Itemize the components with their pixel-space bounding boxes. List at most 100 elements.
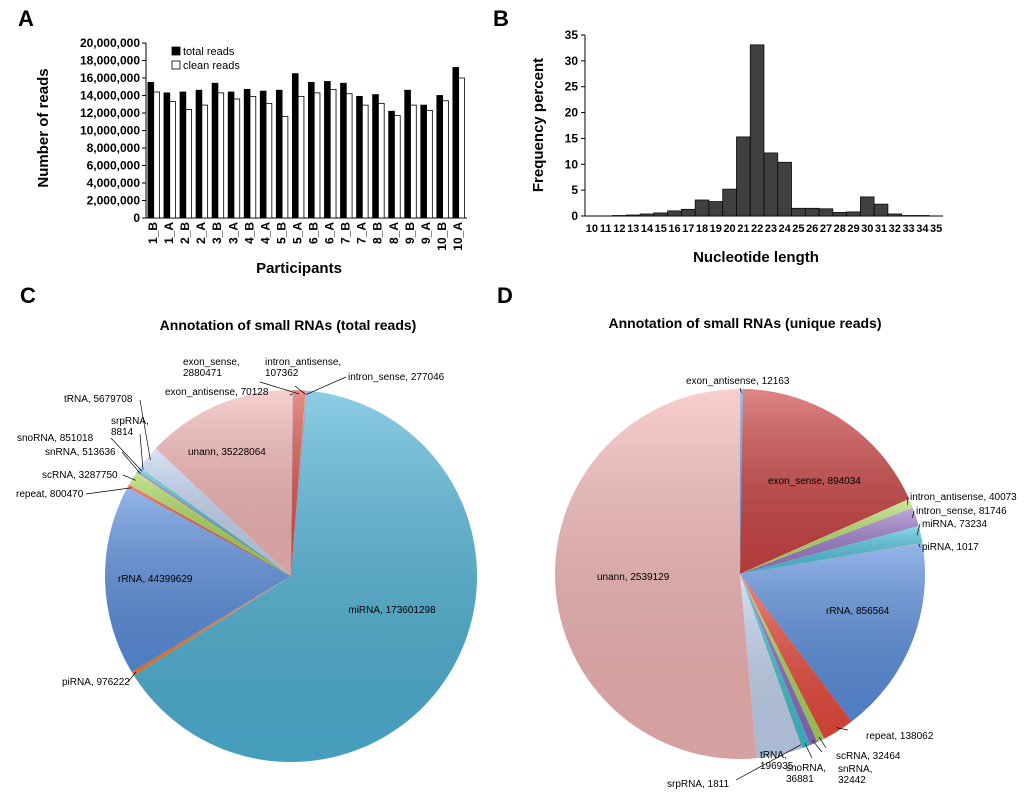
chart-a-xtick-label: 2_A <box>194 222 208 244</box>
chart-b-xtick-label: 32 <box>889 223 901 235</box>
chart-c-slice-shade-intron-antisense <box>291 390 307 576</box>
chart-a-bar-total-reads-8-b <box>372 94 379 219</box>
chart-a-ytick-label: 8,000,000 <box>87 141 141 155</box>
chart-b-bar-31 <box>873 203 889 217</box>
chart-d-slice-shade-intron-antisense <box>740 499 913 574</box>
chart-d-slice-shade-snrna <box>740 574 818 746</box>
chart-b-xtick-label: 25 <box>792 223 804 235</box>
chart-c-label-intron-sense: intron_sense, 277046 <box>348 372 445 383</box>
chart-b-xtick-label: 10 <box>586 223 598 235</box>
chart-a-ytick-label: 10,000,000 <box>80 124 140 138</box>
chart-a-bar-total-reads-9-b <box>404 89 411 219</box>
chart-c-label-intron-antisense: intron_antisense, 107362 <box>265 357 341 379</box>
chart-d-leader-intron-sense <box>912 510 915 518</box>
chart-d-leader-pirna <box>918 543 921 548</box>
chart-a-xtick-label: 3_A <box>226 222 240 244</box>
chart-c-label-rrna: rRNA, 44399629 <box>118 574 193 585</box>
chart-b-bar-24 <box>777 161 792 217</box>
chart-a-legend-swatch-total-reads <box>171 46 181 56</box>
chart-b-xtick-label: 27 <box>820 223 832 235</box>
chart-d-leader-srprna <box>735 744 801 781</box>
chart-a-xtick-label: 8_B <box>371 222 385 244</box>
chart-b-ytick-label: 35 <box>565 28 579 42</box>
chart-d-label-mirna: miRNA, 73234 <box>922 519 987 530</box>
chart-a-bar-clean-reads-1-b <box>153 91 160 219</box>
chart-c-slice-shade-intron-sense <box>291 390 308 576</box>
chart-a-bar-clean-reads-7-a <box>361 104 369 219</box>
chart-d-slice-shade-exon-antisense <box>740 388 743 574</box>
chart-d-slice-shade-trna <box>740 574 802 759</box>
chart-b-xtick-label: 14 <box>641 223 654 235</box>
chart-a-ytick-label: 2,000,000 <box>87 194 141 208</box>
chart-a-ylabel: Number of reads <box>35 68 52 187</box>
chart-a-bar-total-reads-2-b <box>179 91 187 219</box>
chart-d-label-snrna: snRNA, 32442 <box>838 764 872 786</box>
chart-a-bar-total-reads-6-b <box>308 81 315 219</box>
chart-c: Annotation of small RNAs (total reads) m… <box>16 317 478 763</box>
chart-c-label-snorna: snoRNA, 851018 <box>17 433 94 444</box>
chart-b-ytick-label: 5 <box>571 183 578 197</box>
chart-b-bar-20 <box>722 188 737 217</box>
chart-a-bar-total-reads-3-a <box>227 91 235 219</box>
chart-c-leader-trna <box>139 399 151 461</box>
chart-a-bar-clean-reads-2-b <box>185 109 192 219</box>
chart-c-label-scrna: scRNA, 3287750 <box>42 470 118 481</box>
chart-b-xlabel: Nucleotide length <box>693 249 819 266</box>
chart-d-leader-snorna <box>804 743 813 759</box>
chart-d-label-scrna: scRNA, 32464 <box>836 751 901 762</box>
chart-a-bar-clean-reads-7-b <box>345 93 353 219</box>
chart-b-bar-18 <box>694 199 710 217</box>
chart-c-label-mrna: miRNA, 173601298 <box>348 605 436 616</box>
chart-a-bar-clean-reads-8-b <box>378 102 385 219</box>
chart-b-xtick-label: 19 <box>710 223 722 235</box>
panel-letter-a: A <box>18 6 34 31</box>
chart-a-bar-clean-reads-1-a <box>169 101 176 219</box>
chart-c-leader-repeat <box>85 487 132 495</box>
chart-d-slice-shade-unann <box>555 389 757 759</box>
chart-c-leader-exon-sense <box>259 381 300 395</box>
chart-b-bar-28 <box>832 212 847 217</box>
chart-b-xtick-label: 13 <box>627 223 639 235</box>
chart-b-ytick-label: 10 <box>565 157 579 171</box>
chart-d-label-exon-antisense: exon_antisense, 12163 <box>686 376 790 387</box>
chart-c-slice-shade-exon-sense <box>291 390 306 576</box>
panel-letter-b: B <box>493 6 509 31</box>
chart-a-legend-label-total-reads: total reads <box>183 46 235 58</box>
chart-a-xtick-label: 6_A <box>323 222 337 244</box>
chart-a-bar-clean-reads-6-a <box>329 88 337 219</box>
chart-a-xtick-label: 5_A <box>290 222 304 244</box>
chart-c-leader-scrna <box>122 474 137 481</box>
chart-a-ytick-label: 0 <box>133 211 140 225</box>
chart-d-slice-shade-srprna <box>740 574 803 749</box>
chart-a-xtick-label: 1_A <box>162 222 176 244</box>
chart-d-label-intron-sense: intron_sense, 81746 <box>916 506 1007 517</box>
chart-c-label-unann: unann, 35228064 <box>188 447 266 458</box>
chart-a-xtick-label: 5_B <box>274 222 288 244</box>
chart-d-label-intron-antisense: intron_antisense, 40073 <box>910 492 1017 503</box>
chart-b-bar-21 <box>736 136 751 217</box>
chart-c-slice-shade-snrna <box>136 470 291 576</box>
chart-a-legend-label-clean-reads: clean reads <box>183 60 240 72</box>
chart-c-slice-shade-pirna <box>131 576 291 676</box>
chart-a-bar-total-reads-6-a <box>324 81 331 219</box>
chart-a-xtick-label: 6_B <box>307 222 321 244</box>
chart-c-title: Annotation of small RNAs (total reads) <box>160 317 417 333</box>
chart-b-xtick-label: 26 <box>806 223 818 235</box>
chart-a-ytick-label: 6,000,000 <box>87 159 141 173</box>
chart-b-bar-22 <box>749 44 765 217</box>
chart-d-leader-snrna <box>812 739 823 753</box>
chart-a-bar-total-reads-4-a <box>259 90 267 219</box>
chart-d-slice-shade-mirna <box>740 526 923 574</box>
chart-a-bar-clean-reads-5-b <box>281 116 289 219</box>
chart-a-bar-total-reads-4-b <box>243 88 251 219</box>
chart-d-leader-mirna <box>916 523 921 536</box>
chart-a-legend-swatch-clean-reads <box>171 60 181 70</box>
chart-d-label-unann: unann, 2539129 <box>597 572 670 583</box>
chart-b-xtick-label: 29 <box>847 223 859 235</box>
chart-b-bar-19 <box>708 201 724 217</box>
chart-b-ytick-label: 25 <box>565 80 579 94</box>
chart-a-bar-clean-reads-10-b <box>442 100 449 219</box>
chart-b-xtick-label: 24 <box>779 223 792 235</box>
chart-d: Annotation of small RNAs (unique reads) … <box>555 315 1017 790</box>
